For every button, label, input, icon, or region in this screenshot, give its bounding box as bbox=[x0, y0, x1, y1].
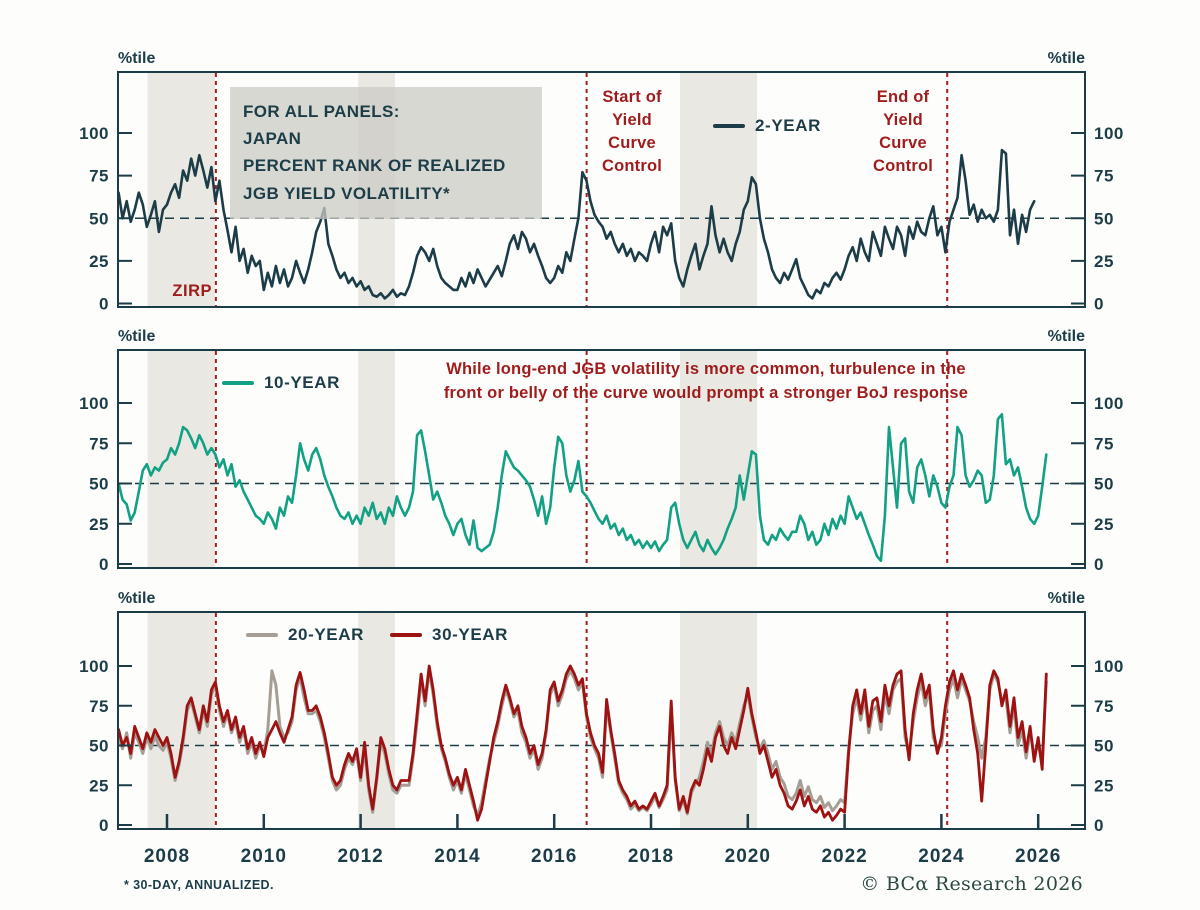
x-tick-label: 2026 bbox=[1015, 846, 1061, 867]
y-tick-label: 75 bbox=[89, 434, 109, 453]
y-tick-label: 75 bbox=[89, 167, 109, 186]
panel-border bbox=[117, 611, 1086, 830]
percentile-unit-label: %tile bbox=[118, 50, 155, 67]
y-tick-label: 0 bbox=[1094, 816, 1104, 835]
percentile-unit-label: %tile bbox=[118, 590, 155, 607]
recession-band bbox=[358, 613, 395, 828]
x-tick-label: 2016 bbox=[531, 846, 577, 867]
y-tick-label: 100 bbox=[79, 394, 109, 413]
x-tick-label: 2020 bbox=[725, 846, 771, 867]
x-tick-label: 2014 bbox=[434, 846, 480, 867]
recession-band bbox=[680, 351, 757, 567]
x-tick-label: 2010 bbox=[241, 846, 287, 867]
y-tick-label: 100 bbox=[79, 657, 109, 676]
y-tick-label: 50 bbox=[1094, 209, 1114, 228]
y-tick-label: 25 bbox=[89, 776, 109, 795]
y-tick-label: 0 bbox=[99, 295, 109, 314]
recession-band bbox=[147, 351, 215, 567]
y-tick-label: 100 bbox=[1094, 124, 1124, 143]
percentile-unit-label: %tile bbox=[1048, 328, 1085, 345]
recession-band bbox=[680, 73, 757, 306]
panel-border bbox=[117, 349, 1086, 569]
y-tick-label: 25 bbox=[89, 252, 109, 271]
y-tick-label: 25 bbox=[89, 515, 109, 534]
two-year-line bbox=[117, 148, 1036, 300]
y-tick-label: 0 bbox=[1094, 555, 1104, 574]
y-tick-label: 75 bbox=[89, 697, 109, 716]
percentile-unit-label: %tile bbox=[1048, 50, 1085, 67]
recession-band bbox=[358, 73, 395, 306]
ten-year-line bbox=[117, 412, 1048, 563]
y-tick-label: 50 bbox=[89, 737, 109, 756]
y-tick-label: 100 bbox=[79, 124, 109, 143]
y-tick-label: 75 bbox=[1094, 167, 1114, 186]
y-tick-label: 25 bbox=[1094, 776, 1114, 795]
y-tick-label: 75 bbox=[1094, 434, 1114, 453]
thirty-year-line bbox=[117, 664, 1048, 822]
y-tick-label: 100 bbox=[1094, 657, 1124, 676]
y-tick-label: 50 bbox=[89, 209, 109, 228]
y-tick-label: 25 bbox=[1094, 515, 1114, 534]
x-tick-label: 2022 bbox=[821, 846, 867, 867]
percentile-unit-label: %tile bbox=[118, 328, 155, 345]
panel-border bbox=[117, 71, 1086, 308]
y-tick-label: 75 bbox=[1094, 697, 1114, 716]
y-tick-label: 25 bbox=[1094, 252, 1114, 271]
x-tick-label: 2024 bbox=[918, 846, 964, 867]
y-tick-label: 50 bbox=[89, 475, 109, 494]
recession-band bbox=[358, 351, 395, 567]
y-tick-label: 0 bbox=[99, 555, 109, 574]
y-tick-label: 50 bbox=[1094, 737, 1114, 756]
recession-band bbox=[147, 613, 215, 828]
x-tick-label: 2012 bbox=[337, 846, 383, 867]
y-tick-label: 100 bbox=[1094, 394, 1124, 413]
y-tick-label: 50 bbox=[1094, 475, 1114, 494]
x-tick-label: 2018 bbox=[628, 846, 674, 867]
y-tick-label: 0 bbox=[1094, 295, 1104, 314]
x-tick-label: 2008 bbox=[144, 846, 190, 867]
percentile-unit-label: %tile bbox=[1048, 590, 1085, 607]
y-tick-label: 0 bbox=[99, 816, 109, 835]
